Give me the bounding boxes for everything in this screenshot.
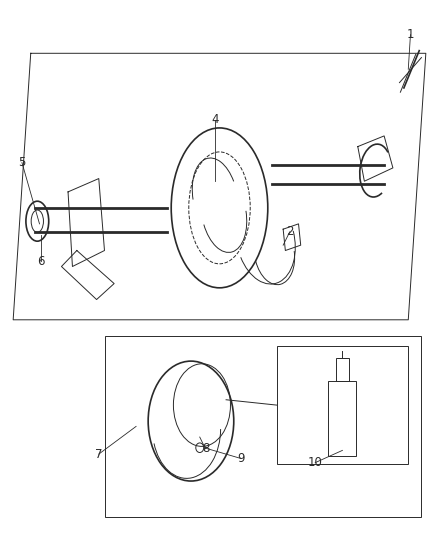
- Bar: [105, 336, 420, 517]
- Text: 2: 2: [285, 225, 293, 238]
- Text: 8: 8: [201, 442, 208, 455]
- Bar: [276, 346, 407, 464]
- Text: 6: 6: [37, 255, 45, 268]
- Text: 5: 5: [18, 156, 25, 169]
- Text: 7: 7: [95, 448, 102, 461]
- Text: 10: 10: [307, 456, 322, 469]
- Text: 4: 4: [211, 114, 219, 126]
- Bar: [336, 358, 348, 381]
- Text: 1: 1: [406, 28, 413, 41]
- Bar: [328, 381, 356, 456]
- Text: 9: 9: [236, 452, 244, 465]
